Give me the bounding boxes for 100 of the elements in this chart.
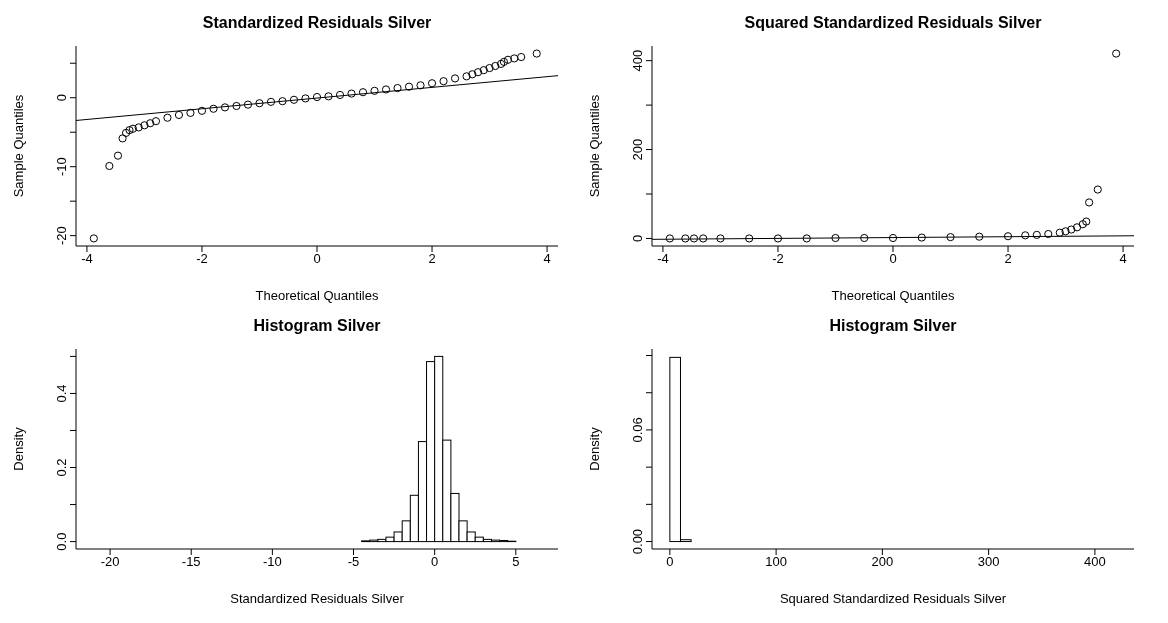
x-tick-label: 300: [977, 554, 1000, 570]
point: [1061, 227, 1070, 236]
point: [151, 117, 161, 126]
x-tick-label: -10: [262, 554, 282, 570]
x-tick-label: 2: [1004, 251, 1012, 267]
y-tick-label: 0.00: [630, 528, 645, 555]
point: [517, 52, 526, 62]
point: [358, 88, 368, 97]
point: [121, 128, 131, 137]
point: [1078, 220, 1087, 229]
x-tick-label: 0: [666, 554, 674, 570]
y-tick-label: 0.0: [54, 532, 69, 551]
point: [255, 99, 264, 108]
point: [831, 233, 840, 243]
x-axis-title: Theoretical Quantiles: [831, 288, 955, 303]
point: [1055, 228, 1064, 237]
x-tick-label: -15: [181, 554, 201, 570]
point: [243, 100, 253, 109]
point: [485, 63, 494, 73]
x-tick-label: 400: [1084, 554, 1106, 570]
x-axis-title: Standardized Residuals Silver: [230, 591, 405, 606]
point: [1072, 223, 1082, 232]
point: [427, 79, 437, 88]
point: [416, 81, 425, 90]
point: [802, 234, 811, 243]
point: [773, 234, 783, 243]
point: [278, 97, 287, 106]
y-tick-label: 0.06: [630, 417, 645, 443]
y-tick-label: 0.4: [54, 384, 69, 403]
point: [491, 61, 500, 71]
point: [975, 232, 984, 241]
point: [381, 85, 391, 94]
point: [689, 234, 699, 243]
point: [917, 233, 926, 242]
y-tick-label: 400: [630, 49, 645, 72]
point: [209, 104, 218, 113]
point: [128, 124, 138, 133]
chart-title: Histogram Silver: [252, 316, 382, 336]
point: [324, 92, 333, 101]
point: [1021, 231, 1030, 240]
point: [888, 233, 898, 243]
point: [140, 121, 149, 130]
x-tick-label: 0: [313, 251, 321, 267]
point: [665, 234, 674, 243]
y-tick-label: 0: [54, 94, 69, 102]
x-tick-label: 200: [871, 554, 894, 570]
point: [301, 94, 310, 103]
point: [1112, 49, 1121, 58]
point: [312, 92, 322, 102]
point: [174, 110, 184, 120]
x-tick-label: 100: [765, 554, 787, 570]
point: [510, 54, 519, 63]
point: [439, 77, 448, 86]
point: [479, 66, 488, 75]
x-axis-title: Theoretical Quantiles: [255, 288, 379, 303]
y-tick-label: -20: [54, 226, 69, 246]
x-tick-label: 0: [431, 554, 439, 570]
x-tick-label: -5: [347, 554, 360, 570]
point: [462, 72, 471, 81]
x-tick-label: 4: [1119, 251, 1127, 267]
x-tick-label: -4: [657, 251, 669, 267]
chart-title: Standardized Residuals Silver: [201, 13, 433, 33]
point: [716, 234, 725, 243]
x-tick-label: -4: [81, 251, 93, 267]
point: [404, 82, 414, 91]
point: [134, 123, 143, 132]
point: [220, 103, 230, 112]
point: [289, 95, 299, 104]
point: [1044, 229, 1053, 239]
point: [503, 55, 513, 64]
point: [186, 108, 195, 117]
y-tick-label: 0.2: [54, 458, 69, 477]
x-tick-label: -2: [772, 251, 784, 267]
y-axis-title: Sample Quantiles: [586, 94, 602, 198]
point: [347, 89, 356, 98]
point: [266, 97, 276, 106]
point: [946, 233, 955, 242]
point: [89, 234, 98, 243]
point: [681, 234, 690, 243]
point: [1093, 185, 1102, 194]
point: [1082, 217, 1091, 226]
point: [745, 234, 754, 243]
y-tick-label: 0: [630, 234, 645, 243]
point: [699, 234, 708, 243]
point: [1003, 232, 1013, 241]
x-tick-label: 0: [889, 251, 897, 267]
y-axis-title: Density: [10, 426, 26, 471]
point: [113, 151, 123, 160]
point: [146, 119, 155, 128]
point: [1067, 225, 1076, 234]
point: [450, 74, 460, 83]
chart-title: Histogram Silver: [828, 316, 958, 336]
chart-title: Squared Standardized Residuals Silver: [743, 13, 1043, 33]
point: [335, 90, 345, 100]
point: [393, 83, 402, 93]
point: [125, 126, 134, 135]
point: [473, 68, 483, 77]
point: [197, 106, 207, 115]
x-axis-title: Squared Standardized Residuals Silver: [779, 591, 1007, 606]
point: [532, 49, 541, 58]
